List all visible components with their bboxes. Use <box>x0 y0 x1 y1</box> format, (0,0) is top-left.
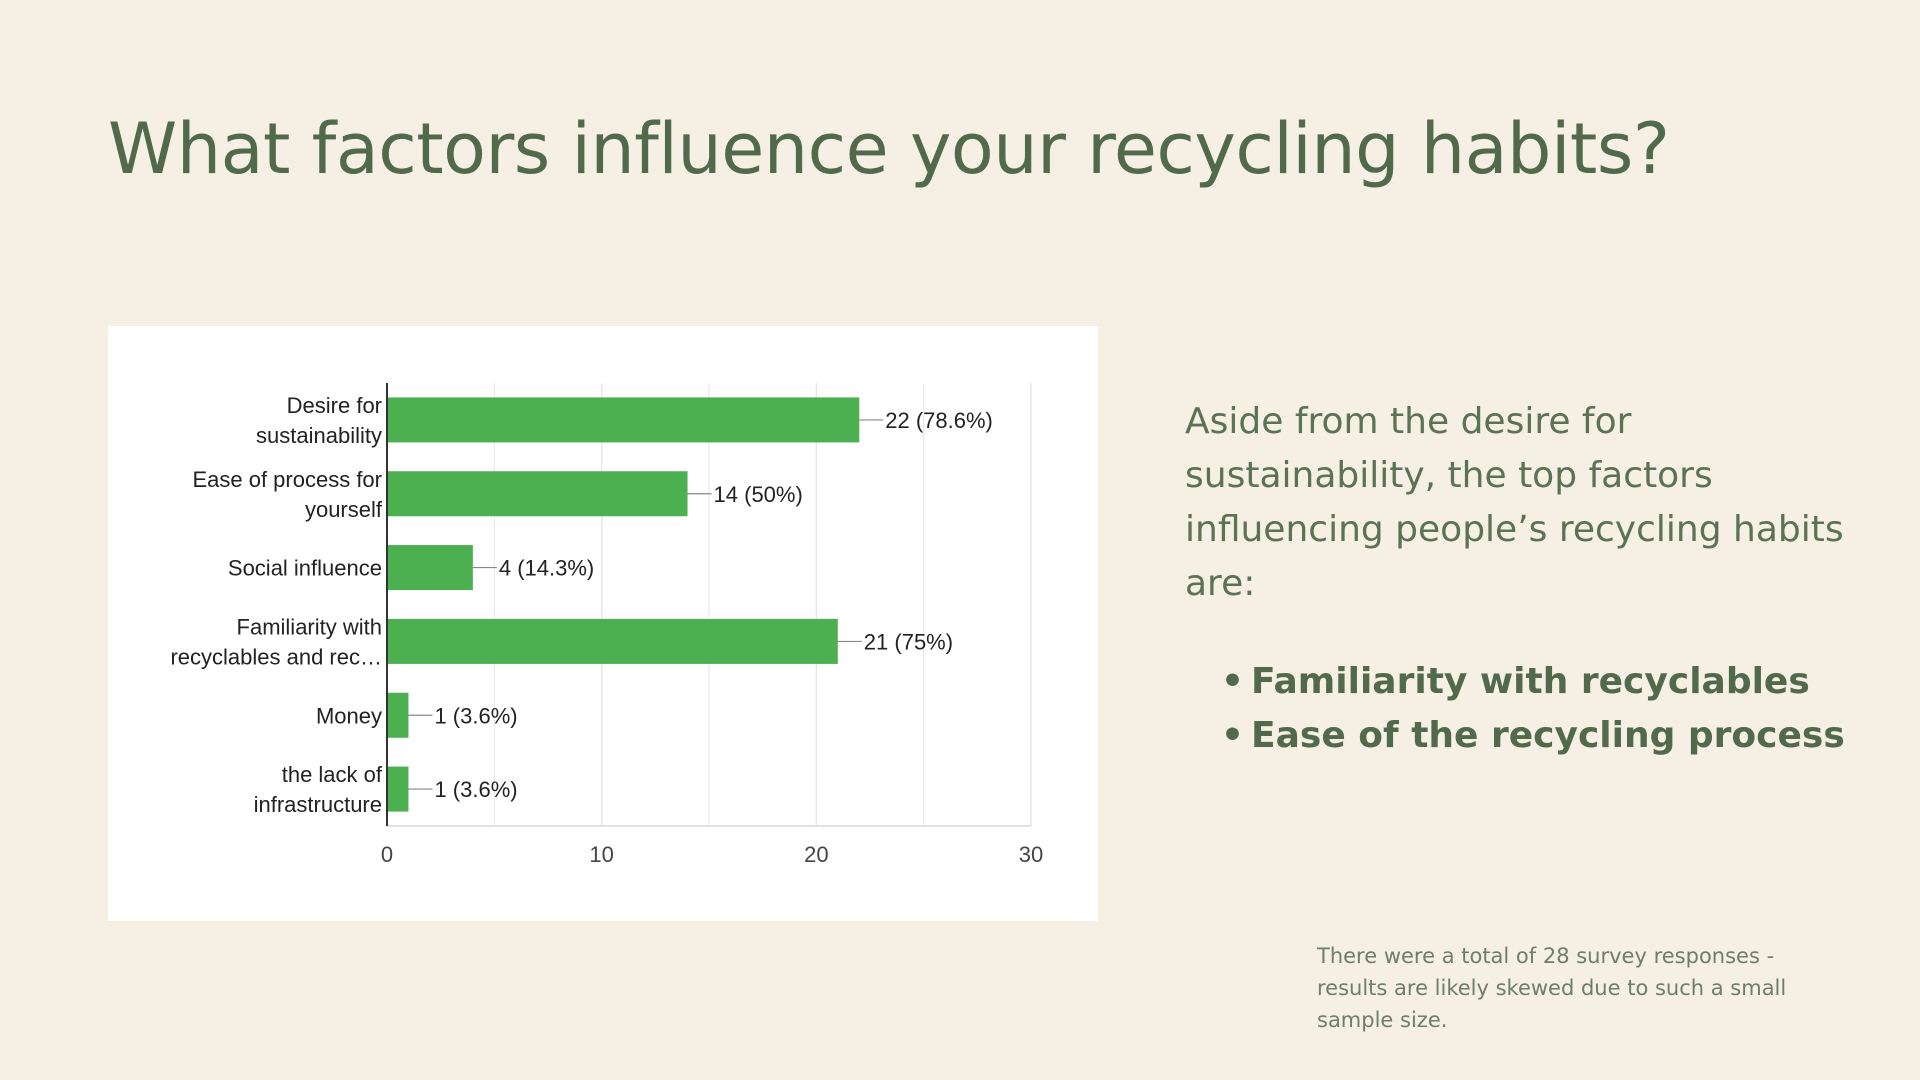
highlight-text: Ease of the recycling process <box>1251 715 1845 756</box>
data-label: 1 (3.6%) <box>434 703 517 728</box>
bar-chart-card: 0 10 20 30 22 (78.6%) Desire for sustainabilit… <box>108 326 1098 921</box>
chart-bars <box>387 397 860 812</box>
category-label: Money <box>316 703 382 728</box>
footnote: There were a total of 28 survey response… <box>1317 944 1787 1032</box>
data-label: 14 (50%) <box>714 482 803 507</box>
bullet-icon: • <box>1221 715 1245 756</box>
x-tick-label: 20 <box>804 842 828 867</box>
data-label: 22 (78.6%) <box>885 408 993 433</box>
bar <box>387 397 860 443</box>
x-tick-label: 30 <box>1019 842 1043 867</box>
data-label: 1 (3.6%) <box>434 777 517 802</box>
highlight-text: Familiarity with recyclables <box>1251 661 1810 702</box>
bar <box>387 692 409 738</box>
bar <box>387 618 838 664</box>
x-tick-label: 0 <box>381 842 393 867</box>
x-tick-label: 10 <box>589 842 613 867</box>
horizontal-bar-chart: 0 10 20 30 22 (78.6%) Desire for sustainabilit… <box>170 383 1043 867</box>
data-label: 21 (75%) <box>864 629 953 654</box>
category-label: Desire for sustainability <box>256 393 382 448</box>
highlight-item-familiarity: • Familiarity with recyclables <box>1221 655 1865 709</box>
bar <box>387 766 409 812</box>
data-label: 4 (14.3%) <box>499 556 594 581</box>
category-label: the lack of infrastructure <box>254 762 383 817</box>
bar <box>387 471 688 517</box>
bar <box>387 545 473 591</box>
highlight-item-ease: • Ease of the recycling process <box>1221 709 1865 763</box>
summary-panel: Aside from the desire for sustainability… <box>1185 395 1865 763</box>
slide-title: What factors influence your recycling ha… <box>108 108 1670 190</box>
chart-labels: 0 10 20 30 22 (78.6%) Desire for sustainabilit… <box>170 393 1043 867</box>
category-label: Social influence <box>228 556 382 581</box>
category-label: Ease of process for yourself <box>192 467 382 522</box>
highlights-list: • Familiarity with recyclables • Ease of… <box>1185 655 1865 763</box>
bullet-icon: • <box>1221 661 1245 702</box>
chart-gridlines <box>387 383 1032 827</box>
summary-intro-text: Aside from the desire for sustainability… <box>1185 401 1844 604</box>
category-label: Familiarity with recyclables and rec… <box>170 614 382 669</box>
